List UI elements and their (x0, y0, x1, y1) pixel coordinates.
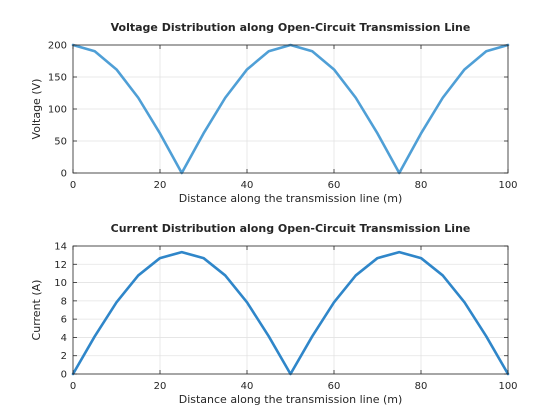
x-axis-label: Distance along the transmission line (m) (179, 192, 403, 205)
x-tick-label: 100 (498, 180, 517, 191)
y-tick-label: 50 (54, 137, 67, 148)
x-tick-label: 40 (241, 381, 254, 392)
y-tick-label: 12 (54, 260, 67, 271)
y-tick-label: 10 (54, 278, 67, 289)
y-tick-label: 0 (61, 169, 67, 180)
chart-title: Current Distribution along Open-Circuit … (111, 222, 471, 235)
x-tick-label: 20 (154, 180, 167, 191)
y-tick-label: 150 (48, 73, 67, 84)
x-tick-label: 0 (70, 180, 76, 191)
chart-current: 0 20 40 60 80 100 0 2 4 6 8 10 12 14 Current Distribut… (30, 222, 518, 406)
y-tick-label: 6 (61, 315, 67, 326)
y-tick-label: 8 (61, 296, 67, 307)
x-tick-label: 80 (415, 381, 428, 392)
x-axis-label: Distance along the transmission line (m) (179, 393, 403, 406)
plot-area (73, 246, 508, 374)
y-axis-label: Current (A) (30, 280, 43, 341)
y-tick-label: 2 (61, 351, 67, 362)
chart-voltage: 0 20 40 60 80 100 0 50 100 150 200 Voltage Distribu… (30, 21, 518, 205)
x-tick-label: 20 (154, 381, 167, 392)
x-tick-label: 0 (70, 381, 76, 392)
x-tick-label: 80 (415, 180, 428, 191)
x-tick-label: 60 (328, 381, 341, 392)
x-tick-label: 40 (241, 180, 254, 191)
y-tick-label: 4 (61, 333, 67, 344)
axes-box (72, 245, 509, 375)
y-axis-label: Voltage (V) (30, 79, 43, 140)
x-tick-label: 100 (498, 381, 517, 392)
y-tick-label: 14 (54, 242, 67, 253)
chart-title: Voltage Distribution along Open-Circuit … (111, 21, 471, 34)
x-tick-label: 60 (328, 180, 341, 191)
y-tick-label: 0 (61, 370, 67, 381)
y-tick-label: 200 (48, 41, 67, 52)
y-tick-label: 100 (48, 105, 67, 116)
